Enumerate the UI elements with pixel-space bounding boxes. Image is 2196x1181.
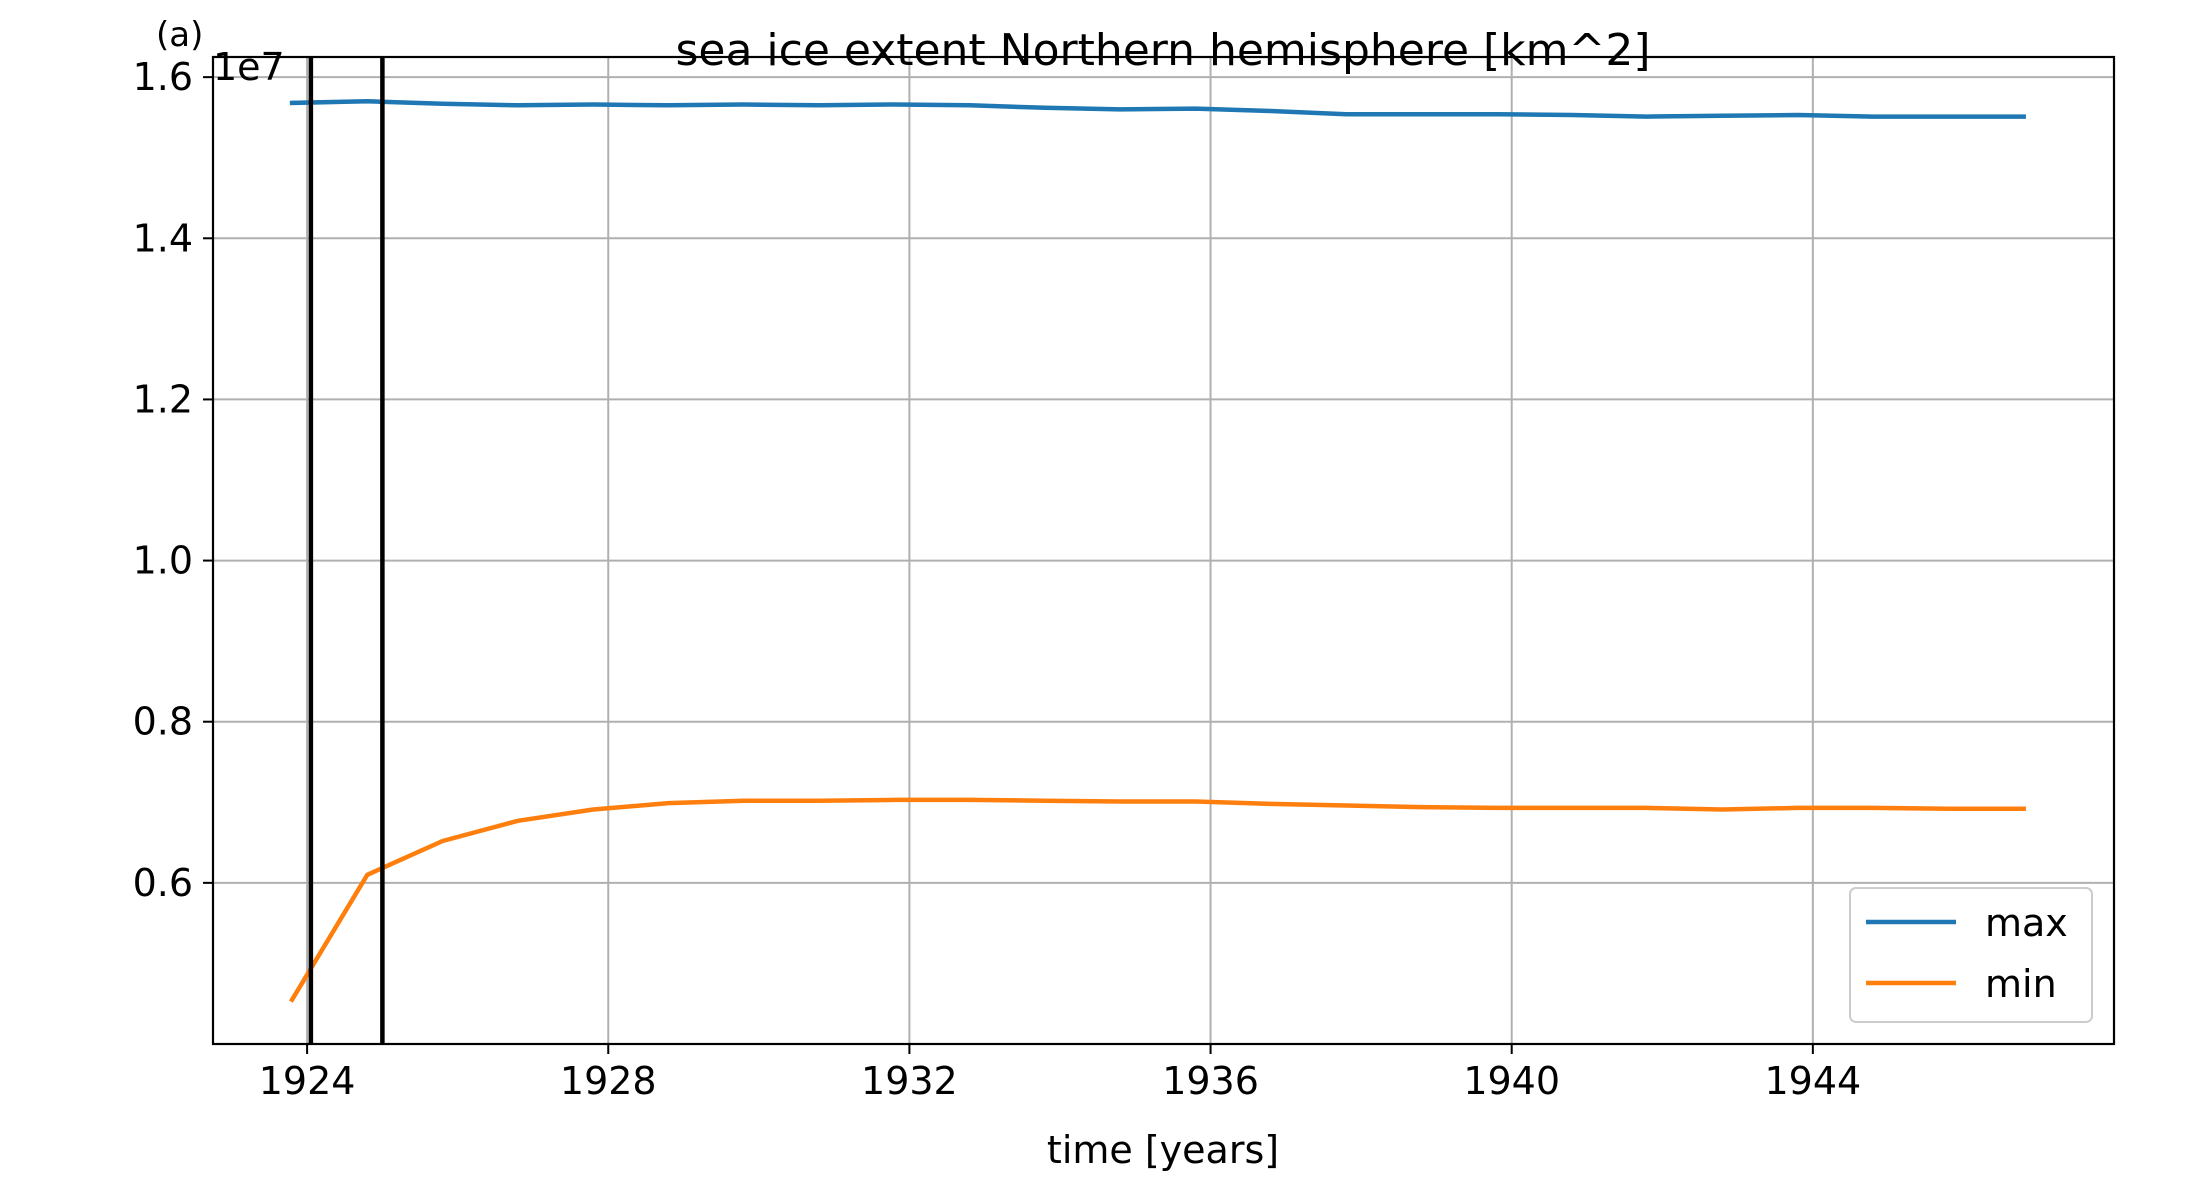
plot-frame — [211, 55, 2116, 1046]
vertical-marker-lines — [308, 57, 385, 1044]
y-axis-offset-label: 1e7 — [213, 45, 285, 89]
series-max-line — [289, 99, 2026, 119]
x-tick-label: 1928 — [560, 1059, 657, 1103]
chart-title: sea ice extent Northern hemisphere [km^2… — [675, 25, 1650, 76]
x-tick-label: 1936 — [1162, 1059, 1259, 1103]
panel-label: (a) — [156, 15, 203, 55]
grid — [213, 57, 2114, 1044]
x-tick-label: 1932 — [861, 1059, 958, 1103]
y-tick-label: 1.6 — [133, 55, 193, 99]
y-tick-label: 0.6 — [133, 861, 193, 905]
axis-ticks: 1924 1928 1932 1936 1940 1944 0.6 0.8 1.0 1.2 1.4 1… — [133, 55, 1862, 1103]
x-tick-label: 1940 — [1463, 1059, 1560, 1103]
series-lines — [289, 99, 2026, 1003]
x-tick-label: 1924 — [259, 1059, 356, 1103]
x-tick-label: 1944 — [1764, 1059, 1861, 1103]
y-tick-label: 1.4 — [133, 216, 193, 260]
series-min-line — [289, 797, 2026, 1003]
y-tick-label: 1.0 — [133, 539, 193, 583]
y-tick-label: 0.8 — [133, 700, 193, 744]
x-axis-label: time [years] — [1047, 1128, 1279, 1172]
legend-min-label: min — [1985, 962, 2057, 1006]
legend: max min — [1849, 887, 2093, 1023]
y-tick-label: 1.2 — [133, 377, 193, 421]
legend-max-label: max — [1985, 901, 2068, 945]
